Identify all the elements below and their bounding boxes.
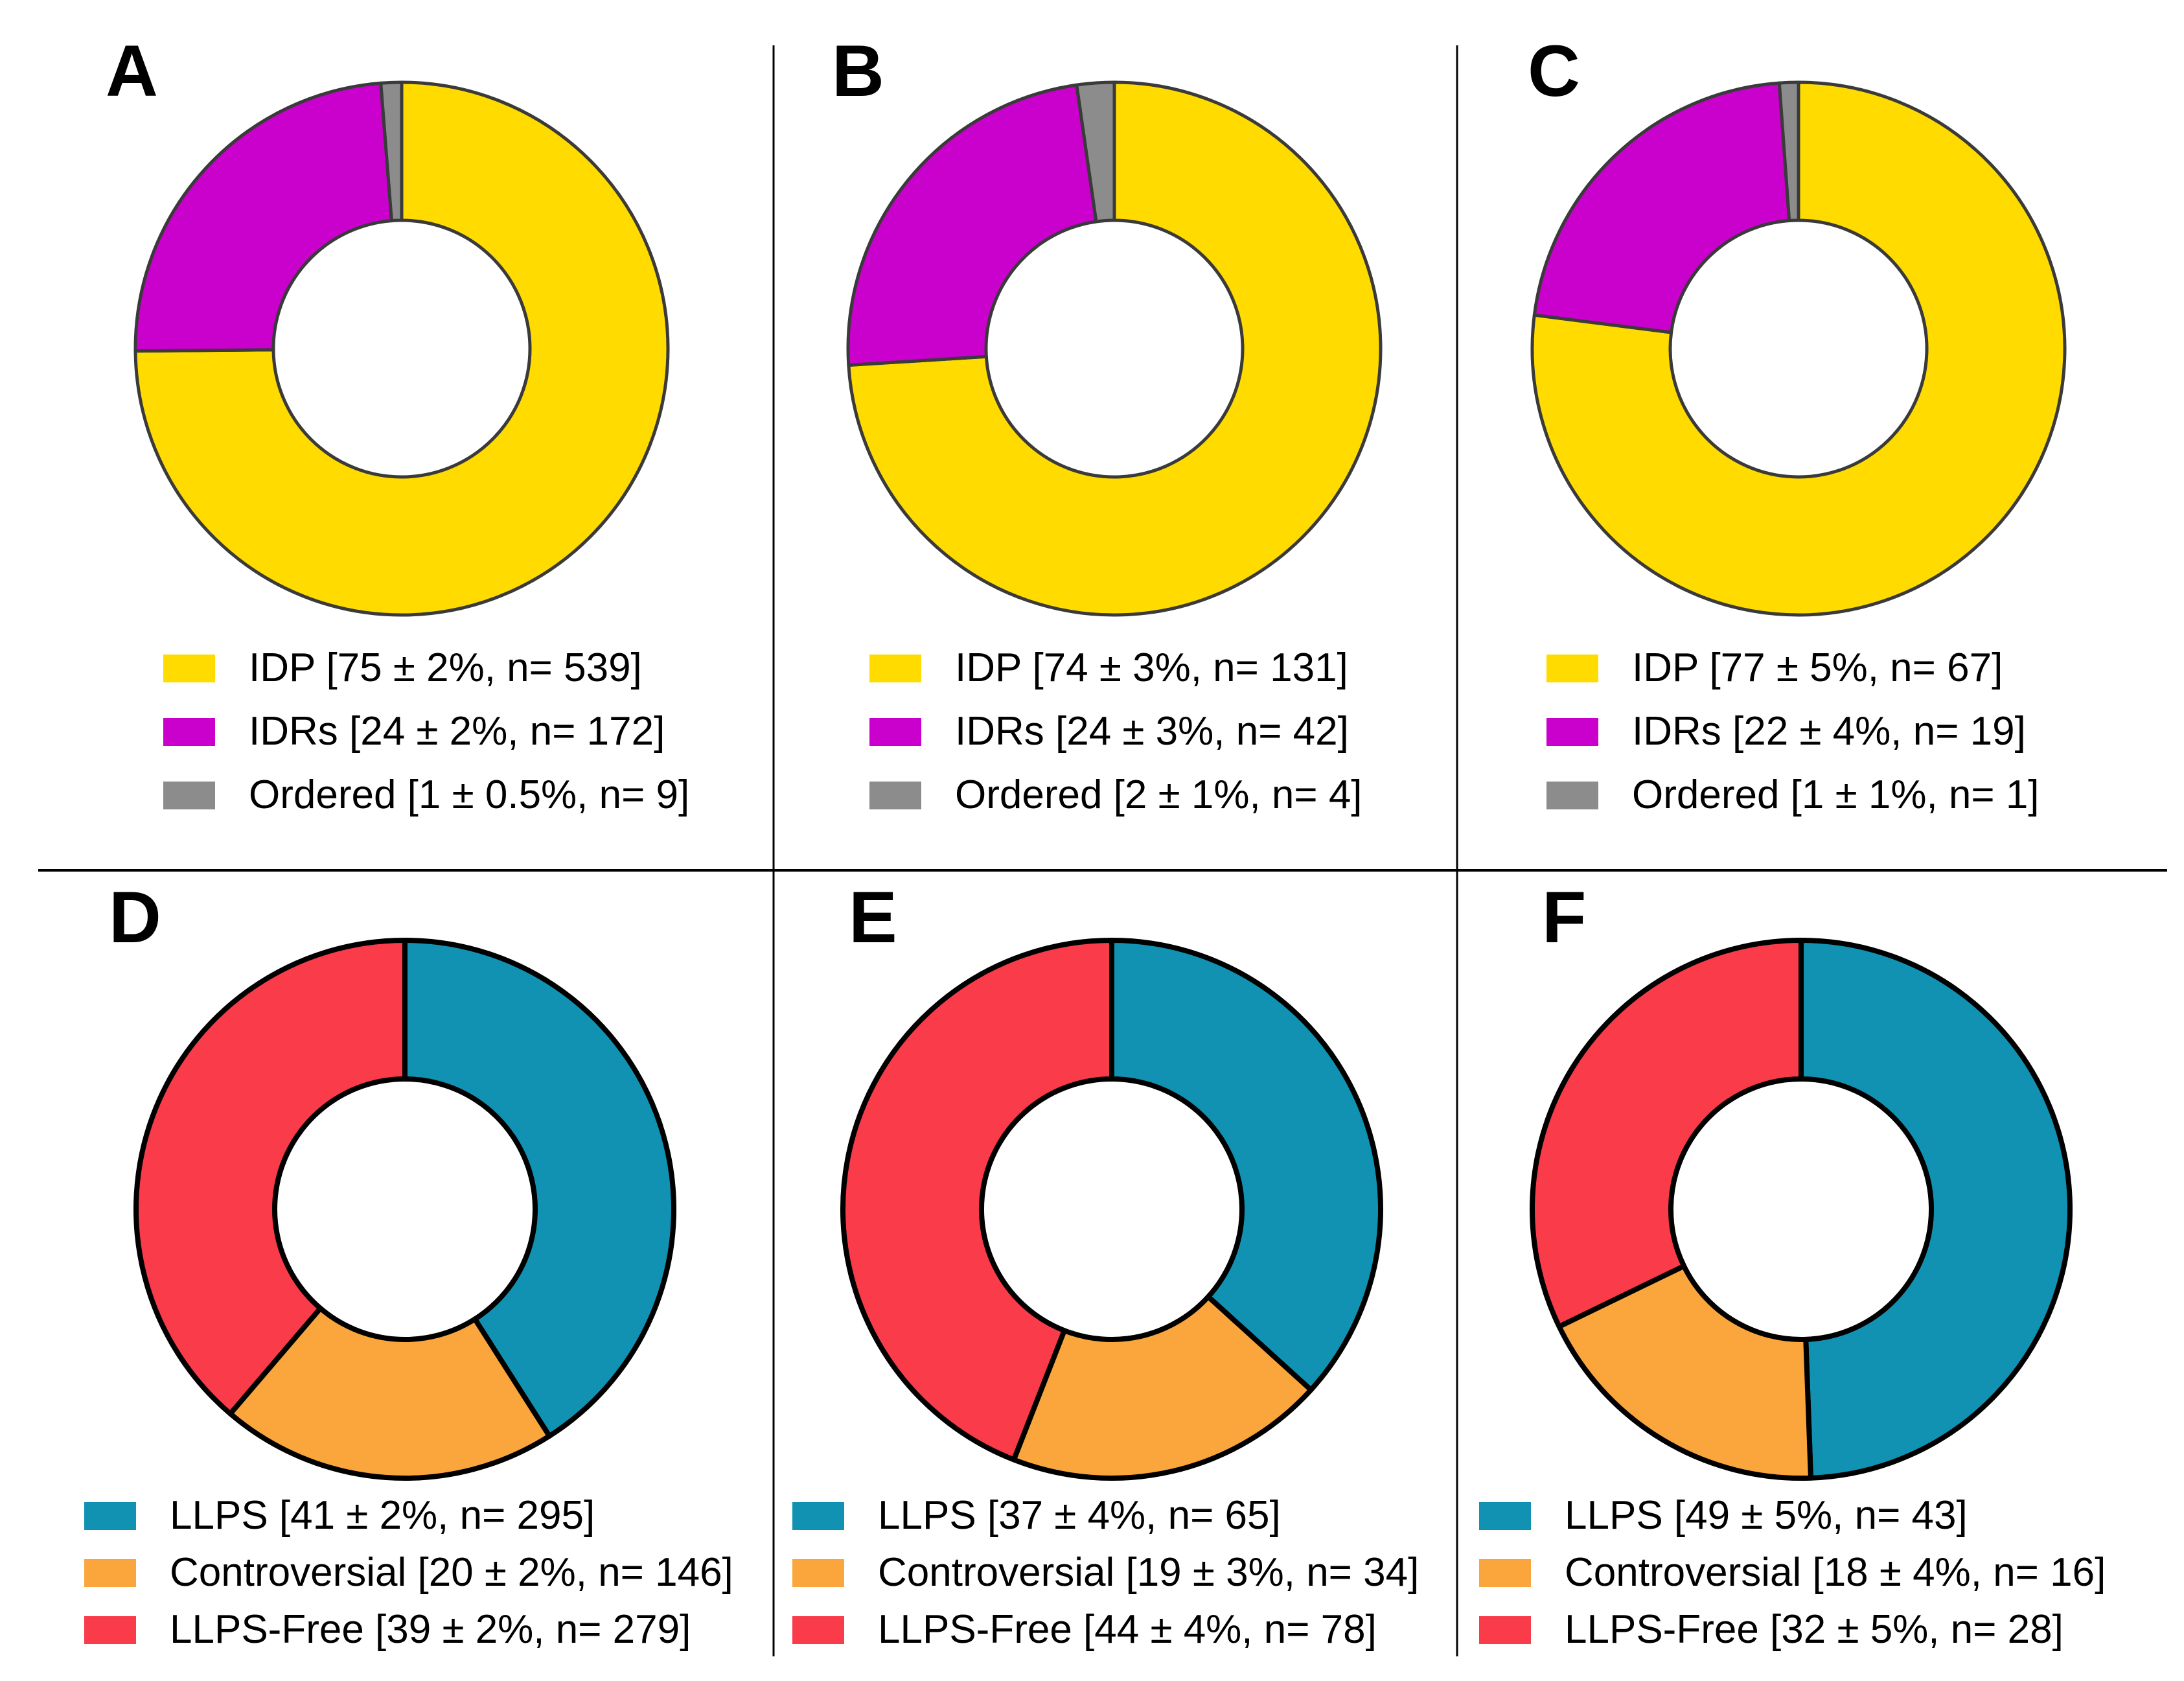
legend-item: Controversial [19 ± 3%, n= 34] xyxy=(792,1551,1419,1595)
legend-label: LLPS-Free [44 ± 4%, n= 78] xyxy=(878,1607,1377,1652)
legend-d: LLPS [41 ± 2%, n= 295] Controversial [20… xyxy=(84,1494,733,1652)
panel-label-e: E xyxy=(849,877,897,958)
panel-label-d: D xyxy=(109,877,161,958)
legend-swatch-idp xyxy=(1546,654,1598,682)
legend-e: LLPS [37 ± 4%, n= 65] Controversial [19 … xyxy=(792,1494,1419,1652)
legend-label: LLPS [49 ± 5%, n= 43] xyxy=(1565,1493,1968,1538)
donut-slice-idp xyxy=(133,80,670,617)
donut-slice-idp xyxy=(847,80,1383,617)
donut-slice-controversial xyxy=(227,1305,552,1481)
legend-label: LLPS [37 ± 4%, n= 65] xyxy=(878,1493,1281,1538)
donut-chart-d xyxy=(133,938,676,1481)
donut-slice-idrs xyxy=(846,83,1098,367)
legend-swatch-controversial xyxy=(1479,1559,1531,1587)
legend-item: Controversial [20 ± 2%, n= 146] xyxy=(84,1551,733,1595)
legend-label: LLPS [41 ± 2%, n= 295] xyxy=(170,1493,595,1538)
legend-item: Controversial [18 ± 4%, n= 16] xyxy=(1479,1551,2106,1595)
legend-swatch-llps xyxy=(792,1501,844,1530)
donut-chart-a xyxy=(133,80,670,617)
donut-slice-idrs xyxy=(133,81,393,353)
legend-item: Ordered [1 ± 1%, n= 1] xyxy=(1546,773,2040,817)
legend-swatch-controversial xyxy=(84,1559,136,1587)
donut-chart-f xyxy=(1530,938,2073,1481)
legend-swatch-llps-free xyxy=(84,1616,136,1644)
legend-item: LLPS-Free [44 ± 4%, n= 78] xyxy=(792,1608,1419,1652)
donut-chart-c xyxy=(1530,80,2067,617)
legend-label: LLPS-Free [39 ± 2%, n= 279] xyxy=(170,1607,691,1652)
donut-slice-llps-free xyxy=(840,938,1114,1463)
legend-item: IDRs [24 ± 2%, n= 172] xyxy=(163,710,689,754)
legend-item: IDP [75 ± 2%, n= 539] xyxy=(163,646,689,690)
donut-slice-llps-free xyxy=(133,938,408,1417)
legend-swatch-idrs xyxy=(1546,717,1598,746)
donut-slice-llps xyxy=(1109,938,1383,1393)
donut-chart-b xyxy=(846,80,1383,617)
legend-item: IDP [77 ± 5%, n= 67] xyxy=(1546,646,2040,690)
legend-swatch-ordered xyxy=(869,781,921,809)
legend-c: IDP [77 ± 5%, n= 67] IDRs [22 ± 4%, n= 1… xyxy=(1546,646,2040,817)
legend-swatch-llps-free xyxy=(792,1616,844,1644)
legend-item: LLPS-Free [39 ± 2%, n= 279] xyxy=(84,1608,733,1652)
legend-item: Ordered [2 ± 1%, n= 4] xyxy=(869,773,1362,817)
donut-slice-ordered xyxy=(1777,80,1800,223)
legend-label: IDP [75 ± 2%, n= 539] xyxy=(249,645,642,690)
legend-swatch-llps xyxy=(84,1501,136,1530)
legend-a: IDP [75 ± 2%, n= 539] IDRs [24 ± 2%, n= … xyxy=(163,646,689,817)
legend-item: LLPS [37 ± 4%, n= 65] xyxy=(792,1494,1419,1538)
donut-slice-llps xyxy=(1799,938,2073,1481)
donut-chart-e xyxy=(840,938,1383,1481)
legend-swatch-controversial xyxy=(792,1559,844,1587)
legend-swatch-llps-free xyxy=(1479,1616,1531,1644)
legend-item: LLPS [41 ± 2%, n= 295] xyxy=(84,1494,733,1538)
legend-swatch-idrs xyxy=(869,717,921,746)
legend-b: IDP [74 ± 3%, n= 131] IDRs [24 ± 3%, n= … xyxy=(869,646,1362,817)
panel-label-f: F xyxy=(1542,877,1587,958)
legend-item: IDP [74 ± 3%, n= 131] xyxy=(869,646,1362,690)
panel-label-b: B xyxy=(832,30,884,111)
legend-swatch-ordered xyxy=(163,781,215,809)
donut-slice-controversial xyxy=(1011,1294,1314,1481)
donut-slice-ordered xyxy=(1075,80,1116,224)
donut-slice-idrs xyxy=(1532,81,1791,334)
legend-swatch-llps xyxy=(1479,1501,1531,1530)
legend-item: LLPS [49 ± 5%, n= 43] xyxy=(1479,1494,2106,1538)
legend-label: IDP [74 ± 3%, n= 131] xyxy=(955,645,1348,690)
legend-item: LLPS-Free [32 ± 5%, n= 28] xyxy=(1479,1608,2106,1652)
legend-swatch-idrs xyxy=(163,717,215,746)
legend-label: Ordered [2 ± 1%, n= 4] xyxy=(955,772,1362,817)
legend-label: Ordered [1 ± 1%, n= 1] xyxy=(1632,772,2040,817)
legend-item: Ordered [1 ± 0.5%, n= 9] xyxy=(163,773,689,817)
legend-swatch-ordered xyxy=(1546,781,1598,809)
legend-swatch-idp xyxy=(869,654,921,682)
legend-label: IDP [77 ± 5%, n= 67] xyxy=(1632,645,2003,690)
donut-slice-llps-free xyxy=(1530,938,1804,1330)
legend-label: IDRs [22 ± 4%, n= 19] xyxy=(1632,709,2026,754)
panel-label-c: C xyxy=(1528,30,1580,111)
legend-label: IDRs [24 ± 2%, n= 172] xyxy=(249,709,665,754)
legend-item: IDRs [22 ± 4%, n= 19] xyxy=(1546,710,2040,754)
legend-label: Ordered [1 ± 0.5%, n= 9] xyxy=(249,772,690,817)
donut-slice-controversial xyxy=(1556,1263,1813,1481)
donut-slice-llps xyxy=(402,938,676,1439)
legend-label: Controversial [19 ± 3%, n= 34] xyxy=(878,1550,1420,1595)
legend-label: LLPS-Free [32 ± 5%, n= 28] xyxy=(1565,1607,2063,1652)
panel-label-a: A xyxy=(106,30,158,111)
legend-item: IDRs [24 ± 3%, n= 42] xyxy=(869,710,1362,754)
legend-label: IDRs [24 ± 3%, n= 42] xyxy=(955,709,1349,754)
legend-label: Controversial [20 ± 2%, n= 146] xyxy=(170,1550,733,1595)
donut-slice-ordered xyxy=(379,80,404,223)
legend-swatch-idp xyxy=(163,654,215,682)
legend-f: LLPS [49 ± 5%, n= 43] Controversial [18 … xyxy=(1479,1494,2106,1652)
donut-slice-idp xyxy=(1530,80,2067,617)
legend-label: Controversial [18 ± 4%, n= 16] xyxy=(1565,1550,2106,1595)
